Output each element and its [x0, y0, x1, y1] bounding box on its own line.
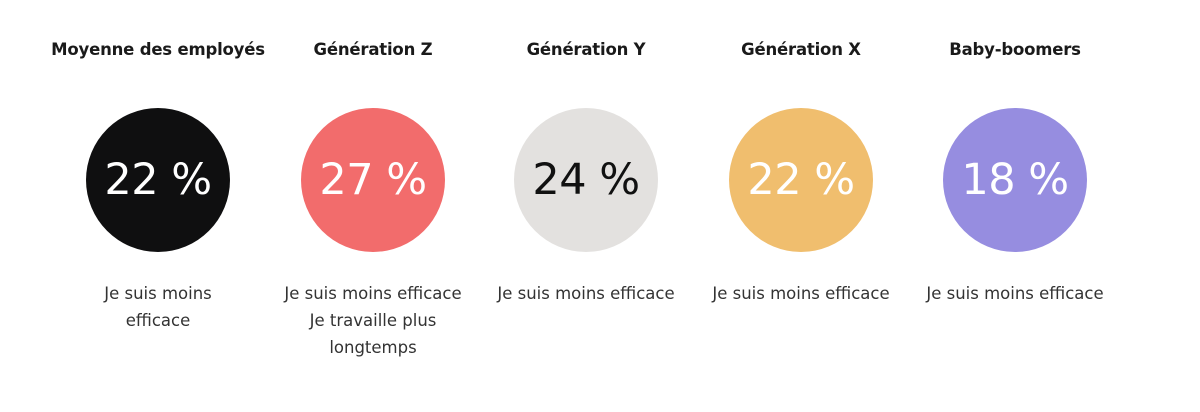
stat-value: 22 %: [747, 154, 855, 205]
stat-column-gen-y: Génération Y 24 % Je suis moins efficace: [479, 0, 693, 412]
stat-description-line: Je suis moins efficace: [284, 284, 462, 303]
stat-description-line: efficace: [125, 311, 191, 330]
stat-circle: 22 %: [729, 108, 873, 252]
stat-description: Je suis moins efficace: [479, 280, 693, 307]
stat-title: Génération X: [741, 40, 861, 59]
stat-circle: 27 %: [301, 108, 445, 252]
stat-circle: 18 %: [943, 108, 1087, 252]
stat-column-baby-boomers: Baby-boomers 18 % Je suis moins efficace: [908, 0, 1122, 412]
stat-description-line: Je suis moins efficace: [926, 284, 1104, 303]
stat-description-line: Je suis moins: [104, 284, 212, 303]
stat-value: 27 %: [319, 154, 427, 205]
stat-circle: 24 %: [514, 108, 658, 252]
stat-description: Je suis moins efficace: [694, 280, 908, 307]
stat-description: Je suis moins efficace: [908, 280, 1122, 307]
stat-title: Génération Z: [313, 40, 433, 59]
stat-title: Moyenne des employés: [51, 40, 265, 59]
stat-circle: 22 %: [86, 108, 230, 252]
stat-title: Génération Y: [526, 40, 646, 59]
stat-description-line: longtemps: [329, 338, 417, 357]
stat-description: Je suis moins efficace: [51, 280, 265, 334]
stat-description-line: Je suis moins efficace: [712, 284, 890, 303]
stat-description-line: Je travaille plus: [309, 311, 437, 330]
stat-value: 18 %: [961, 154, 1069, 205]
stat-column-average: Moyenne des employés 22 % Je suis moins …: [51, 0, 265, 412]
stat-description: Je suis moins efficace Je travaille plus…: [266, 280, 480, 361]
stat-value: 22 %: [104, 154, 212, 205]
stat-value: 24 %: [532, 154, 640, 205]
stat-title: Baby-boomers: [949, 40, 1081, 59]
stat-description-line: Je suis moins efficace: [497, 284, 675, 303]
stat-column-gen-z: Génération Z 27 % Je suis moins efficace…: [266, 0, 480, 412]
stat-column-gen-x: Génération X 22 % Je suis moins efficace: [694, 0, 908, 412]
